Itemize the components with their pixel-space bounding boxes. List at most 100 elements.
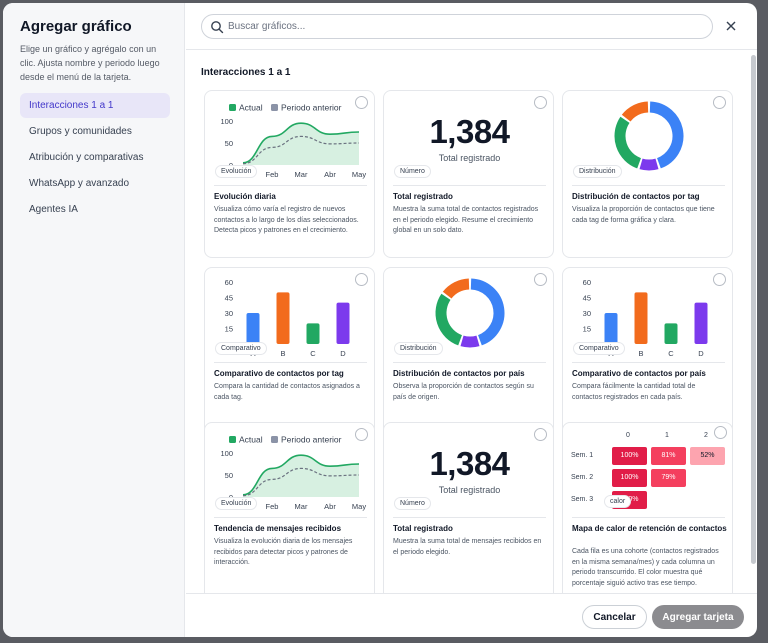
card-title: Total registrado: [393, 524, 453, 533]
dialog-footer: Cancelar Agregar tarjeta: [186, 593, 757, 637]
card-title: Tendencia de mensajes recibidos: [214, 524, 342, 533]
select-radio[interactable]: [355, 273, 368, 286]
search-box[interactable]: [201, 14, 713, 39]
heatmap-cell: 79%: [651, 469, 686, 487]
sidebar-item-agentes[interactable]: Agentes IA: [29, 204, 78, 215]
section-title: Interacciones 1 a 1: [201, 67, 291, 78]
x-tick-label: Mar: [295, 502, 308, 511]
card-description: Visualiza la evolución diaria de los men…: [214, 538, 353, 566]
chart-card[interactable]: 604530150ABCD Comparativo Comparativo de…: [562, 267, 733, 435]
card-badge: Distribución: [394, 342, 443, 355]
x-tick-label: D: [340, 349, 346, 358]
x-tick-label: C: [310, 349, 316, 358]
bar: [694, 302, 708, 344]
donut-chart-preview: [384, 268, 553, 358]
sidebar: Agregar gráfico Elige un gráfico y agrég…: [3, 3, 185, 637]
donut-chart: [435, 278, 505, 348]
select-radio[interactable]: [713, 273, 726, 286]
legend-swatch-anterior: [271, 436, 278, 443]
y-tick-label: 60: [225, 278, 233, 287]
search-icon: [211, 21, 224, 34]
bar: [604, 313, 618, 344]
chart-card[interactable]: 604530150ABCD Comparativo Comparativo de…: [204, 267, 375, 435]
x-tick-label: May: [352, 170, 366, 179]
bar-chart-preview: 604530150ABCD: [205, 268, 374, 358]
select-radio[interactable]: [534, 428, 547, 441]
chart-card[interactable]: Distribución Distribución de contactos p…: [383, 267, 554, 435]
total-label: Total registrado: [438, 485, 501, 495]
y-tick-label: 30: [225, 309, 233, 318]
dialog-description: Elige un gráfico y agrégalo con un clic.…: [20, 44, 160, 82]
card-description: Visualiza cómo varía el registro de nuev…: [214, 206, 359, 234]
card-badge: Comparativo: [573, 342, 625, 355]
chart-card[interactable]: Distribución Distribución de contactos p…: [562, 90, 733, 258]
x-tick-label: Mar: [295, 170, 308, 179]
bar: [336, 302, 350, 344]
legend-label: Actual: [239, 103, 263, 113]
card-description: Observa la proporción de contactos según…: [393, 383, 534, 401]
cancel-button[interactable]: Cancelar: [582, 605, 647, 629]
card-badge: Evolución: [215, 165, 258, 178]
card-description: Compara la cantidad de contactos asignad…: [214, 383, 360, 401]
x-tick-label: Feb: [266, 502, 279, 511]
add-chart-dialog: Agregar gráfico Elige un gráfico y agrég…: [3, 3, 757, 637]
scrollbar[interactable]: [751, 55, 756, 564]
y-tick-label: 50: [225, 139, 233, 148]
close-button[interactable]: [723, 18, 739, 34]
y-tick-label: 15: [583, 325, 591, 334]
search-input[interactable]: [228, 18, 698, 35]
select-radio[interactable]: [355, 96, 368, 109]
select-radio[interactable]: [534, 96, 547, 109]
card-title: Distribución de contactos por tag: [572, 192, 700, 201]
area-actual: [243, 455, 359, 497]
series-actual-line: [242, 122, 360, 164]
x-tick-label: C: [668, 349, 674, 358]
select-radio[interactable]: [355, 428, 368, 441]
card-title: Evolución diaria: [214, 192, 276, 201]
main-panel: Interacciones 1 a 1 Actual Periodo anteri…: [186, 3, 757, 637]
chart-card[interactable]: 1,384 Total registrado Número Total regi…: [383, 90, 554, 258]
card-title: Distribución de contactos por país: [393, 369, 525, 378]
card-badge: Evolución: [215, 497, 258, 510]
card-badge: Número: [394, 165, 431, 178]
sidebar-item-whatsapp[interactable]: WhatsApp y avanzado: [29, 178, 130, 189]
x-tick-label: D: [698, 349, 704, 358]
select-radio[interactable]: [534, 273, 547, 286]
total-label: Total registrado: [438, 153, 501, 163]
card-title: Total registrado: [393, 192, 453, 201]
sidebar-item-atribucion[interactable]: Atribución y comparativas: [29, 152, 144, 163]
donut-slice: [435, 293, 463, 346]
y-tick-label: 15: [225, 325, 233, 334]
x-tick-label: Abr: [324, 170, 336, 179]
legend-swatch-actual: [229, 104, 236, 111]
donut-slice: [621, 101, 649, 122]
chart-card[interactable]: 1,384 Total registrado Número Total regi…: [383, 422, 554, 593]
select-radio[interactable]: [714, 426, 727, 439]
bar: [634, 292, 648, 344]
heatmap-row-label: Sem. 2: [571, 474, 594, 481]
donut-slice: [460, 335, 480, 348]
heatmap-col-label: 2: [704, 432, 708, 439]
dialog-title: Agregar gráfico: [20, 18, 132, 35]
y-tick-label: 100: [220, 449, 233, 458]
card-description: Compara fácilmente la cantidad total de …: [572, 383, 696, 401]
bar-chart: 604530150ABCD: [225, 278, 350, 358]
y-tick-label: 30: [583, 309, 591, 318]
y-tick-label: 100: [220, 117, 233, 126]
heatmap-row-label: Sem. 3: [571, 496, 594, 503]
y-tick-label: 60: [583, 278, 591, 287]
bar-chart-preview: 604530150ABCD: [563, 268, 732, 358]
card-description: Muestra la suma total de mensajes recibi…: [393, 538, 542, 556]
sidebar-item-grupos[interactable]: Grupos y comunidades: [29, 126, 132, 137]
legend-label: Periodo anterior: [281, 435, 342, 445]
bar: [664, 323, 678, 344]
bar-chart: 604530150ABCD: [583, 278, 708, 358]
select-radio[interactable]: [713, 96, 726, 109]
y-tick-label: 45: [583, 294, 591, 303]
sidebar-item-interacciones[interactable]: Interacciones 1 a 1: [20, 93, 170, 118]
chart-card[interactable]: 0 1 2 Sem. 1 Sem. 2 Sem. 3 100% 81% 52% …: [562, 422, 733, 593]
add-card-button[interactable]: Agregar tarjeta: [652, 605, 744, 629]
card-badge: Comparativo: [215, 342, 267, 355]
